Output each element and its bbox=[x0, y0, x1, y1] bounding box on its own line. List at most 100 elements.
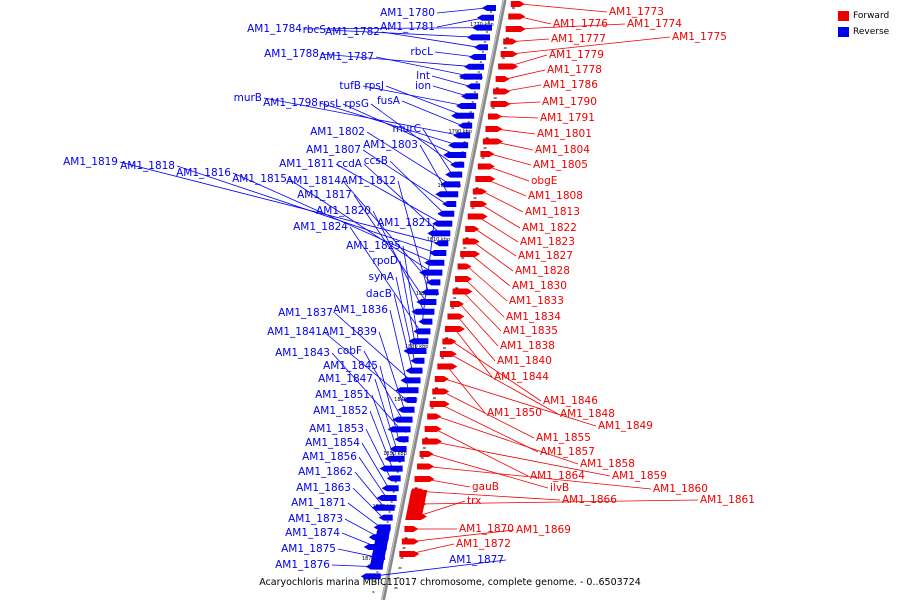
forward-gene-arrow[interactable] bbox=[503, 38, 518, 45]
forward-gene-arrow[interactable] bbox=[465, 226, 480, 232]
reverse-gene-label[interactable]: synA bbox=[368, 271, 394, 283]
reverse-gene-arrow[interactable] bbox=[459, 73, 483, 80]
reverse-gene-arrow[interactable] bbox=[421, 289, 439, 296]
reverse-gene-arrow[interactable] bbox=[429, 250, 447, 256]
reverse-gene-label[interactable]: rpsG bbox=[344, 98, 369, 110]
forward-gene-arrow[interactable] bbox=[475, 176, 496, 182]
reverse-gene-label[interactable]: AM1_1836 bbox=[333, 304, 388, 316]
reverse-gene-arrow[interactable] bbox=[469, 54, 487, 60]
reverse-gene-label[interactable]: AM1_1821 bbox=[377, 217, 432, 229]
reverse-gene-label[interactable]: AM1_1780 bbox=[380, 7, 435, 19]
forward-gene-label[interactable]: AM1_1804 bbox=[535, 144, 590, 156]
reverse-gene-label[interactable]: murB bbox=[234, 92, 262, 104]
reverse-gene-arrow[interactable] bbox=[442, 201, 457, 207]
reverse-gene-label[interactable]: rpsJ bbox=[364, 80, 384, 92]
forward-gene-label[interactable]: AM1_1840 bbox=[497, 355, 552, 367]
reverse-gene-label[interactable]: AM1_1845 bbox=[323, 360, 378, 372]
reverse-gene-arrow[interactable] bbox=[373, 524, 391, 531]
reverse-gene-arrow[interactable] bbox=[435, 191, 459, 198]
forward-gene-label[interactable]: AM1_1775 bbox=[672, 31, 727, 43]
reverse-gene-label[interactable]: AM1_1802 bbox=[310, 126, 365, 138]
forward-gene-arrow[interactable] bbox=[455, 276, 473, 282]
forward-gene-arrow[interactable] bbox=[404, 526, 419, 532]
forward-gene-label[interactable]: AM1_1833 bbox=[509, 295, 564, 307]
reverse-gene-arrow[interactable] bbox=[476, 14, 494, 21]
reverse-gene-label[interactable]: AM1_1853 bbox=[309, 423, 364, 435]
reverse-gene-arrow[interactable] bbox=[427, 230, 451, 237]
reverse-gene-label[interactable]: AM1_1841 bbox=[267, 326, 322, 338]
reverse-gene-arrow[interactable] bbox=[448, 142, 469, 149]
reverse-gene-label[interactable]: rbcL bbox=[410, 46, 433, 58]
reverse-gene-label[interactable]: AM1_1854 bbox=[305, 437, 360, 449]
forward-gene-label[interactable]: AM1_1850 bbox=[487, 407, 542, 419]
reverse-gene-label[interactable]: AM1_1824 bbox=[293, 221, 348, 233]
reverse-gene-arrow[interactable] bbox=[464, 63, 485, 70]
forward-gene-label[interactable]: AM1_1823 bbox=[520, 236, 575, 248]
forward-gene-arrow[interactable] bbox=[498, 63, 519, 70]
forward-gene-label[interactable]: AM1_1773 bbox=[609, 6, 664, 18]
reverse-gene-label[interactable]: rpsL bbox=[319, 98, 341, 110]
reverse-gene-arrow[interactable] bbox=[443, 152, 467, 158]
reverse-gene-label[interactable]: AM1_1817 bbox=[297, 189, 352, 201]
forward-gene-label[interactable]: AM1_1860 bbox=[653, 483, 708, 495]
forward-gene-arrow[interactable] bbox=[470, 201, 488, 207]
forward-gene-arrow[interactable] bbox=[442, 338, 457, 345]
forward-gene-label[interactable]: AM1_1861 bbox=[700, 494, 755, 506]
forward-gene-arrow[interactable] bbox=[414, 476, 435, 482]
forward-gene-label[interactable]: AM1_1835 bbox=[503, 325, 558, 337]
reverse-gene-arrow[interactable] bbox=[474, 44, 489, 51]
forward-gene-label[interactable]: AM1_1859 bbox=[612, 470, 667, 482]
reverse-gene-arrow[interactable] bbox=[450, 161, 465, 168]
reverse-gene-label[interactable]: AM1_1876 bbox=[275, 559, 330, 571]
forward-gene-arrow[interactable] bbox=[485, 126, 503, 132]
reverse-gene-label[interactable]: AM1_1798 bbox=[263, 97, 318, 109]
forward-gene-label[interactable]: AM1_1801 bbox=[537, 128, 592, 140]
reverse-gene-label[interactable]: AM1_1839 bbox=[322, 326, 377, 338]
forward-gene-arrow[interactable] bbox=[449, 301, 464, 307]
forward-gene-arrow[interactable] bbox=[447, 313, 465, 320]
reverse-gene-arrow[interactable] bbox=[461, 93, 479, 100]
reverse-gene-label[interactable]: dacB bbox=[366, 288, 392, 300]
reverse-gene-label[interactable]: AM1_1787 bbox=[319, 51, 374, 63]
forward-gene-label[interactable]: obgE bbox=[531, 175, 557, 187]
reverse-gene-label[interactable]: AM1_1784 bbox=[247, 23, 302, 35]
forward-gene-label[interactable]: AM1_1849 bbox=[598, 420, 653, 432]
forward-gene-arrow[interactable] bbox=[419, 451, 434, 457]
reverse-gene-arrow[interactable] bbox=[378, 514, 393, 521]
forward-gene-label[interactable]: AM1_1830 bbox=[512, 280, 567, 292]
forward-gene-arrow[interactable] bbox=[510, 1, 525, 7]
forward-gene-label[interactable]: AM1_1805 bbox=[533, 159, 588, 171]
reverse-gene-arrow[interactable] bbox=[371, 504, 395, 511]
reverse-gene-arrow[interactable] bbox=[410, 357, 425, 364]
forward-gene-label[interactable]: AM1_1848 bbox=[560, 408, 615, 420]
forward-gene-arrow[interactable] bbox=[495, 76, 510, 82]
forward-gene-label[interactable]: AM1_1776 bbox=[553, 18, 608, 30]
reverse-gene-arrow[interactable] bbox=[458, 122, 473, 129]
reverse-gene-label[interactable]: AM1_1825 bbox=[346, 240, 401, 252]
forward-gene-label[interactable]: AM1_1864 bbox=[530, 470, 585, 482]
reverse-gene-label[interactable]: AM1_1811 bbox=[279, 158, 334, 170]
forward-gene-arrow[interactable] bbox=[429, 401, 450, 407]
forward-gene-arrow[interactable] bbox=[405, 490, 428, 520]
reverse-gene-label[interactable]: AM1_1843 bbox=[275, 347, 330, 359]
reverse-gene-label[interactable]: AM1_1837 bbox=[278, 307, 333, 319]
reverse-gene-arrow[interactable] bbox=[453, 132, 471, 139]
reverse-gene-arrow[interactable] bbox=[397, 406, 415, 413]
forward-gene-label[interactable]: AM1_1869 bbox=[516, 524, 571, 536]
forward-gene-arrow[interactable] bbox=[399, 551, 420, 557]
forward-gene-arrow[interactable] bbox=[462, 238, 480, 245]
forward-gene-label[interactable]: AM1_1778 bbox=[547, 64, 602, 76]
reverse-gene-label[interactable]: AM1_1816 bbox=[176, 167, 231, 179]
reverse-gene-arrow[interactable] bbox=[384, 455, 405, 462]
reverse-gene-arrow[interactable] bbox=[466, 83, 481, 90]
reverse-gene-arrow[interactable] bbox=[400, 377, 421, 384]
forward-gene-arrow[interactable] bbox=[432, 388, 450, 395]
reverse-gene-label[interactable]: ccdA bbox=[337, 158, 363, 170]
forward-gene-label[interactable]: AM1_1790 bbox=[542, 96, 597, 108]
forward-gene-label[interactable]: AM1_1872 bbox=[456, 538, 511, 550]
reverse-gene-arrow[interactable] bbox=[413, 328, 431, 335]
reverse-gene-arrow[interactable] bbox=[403, 348, 427, 354]
forward-gene-label[interactable]: AM1_1844 bbox=[494, 371, 549, 383]
reverse-gene-label[interactable]: AM1_1873 bbox=[288, 513, 343, 525]
forward-gene-label[interactable]: AM1_1870 bbox=[459, 523, 514, 535]
